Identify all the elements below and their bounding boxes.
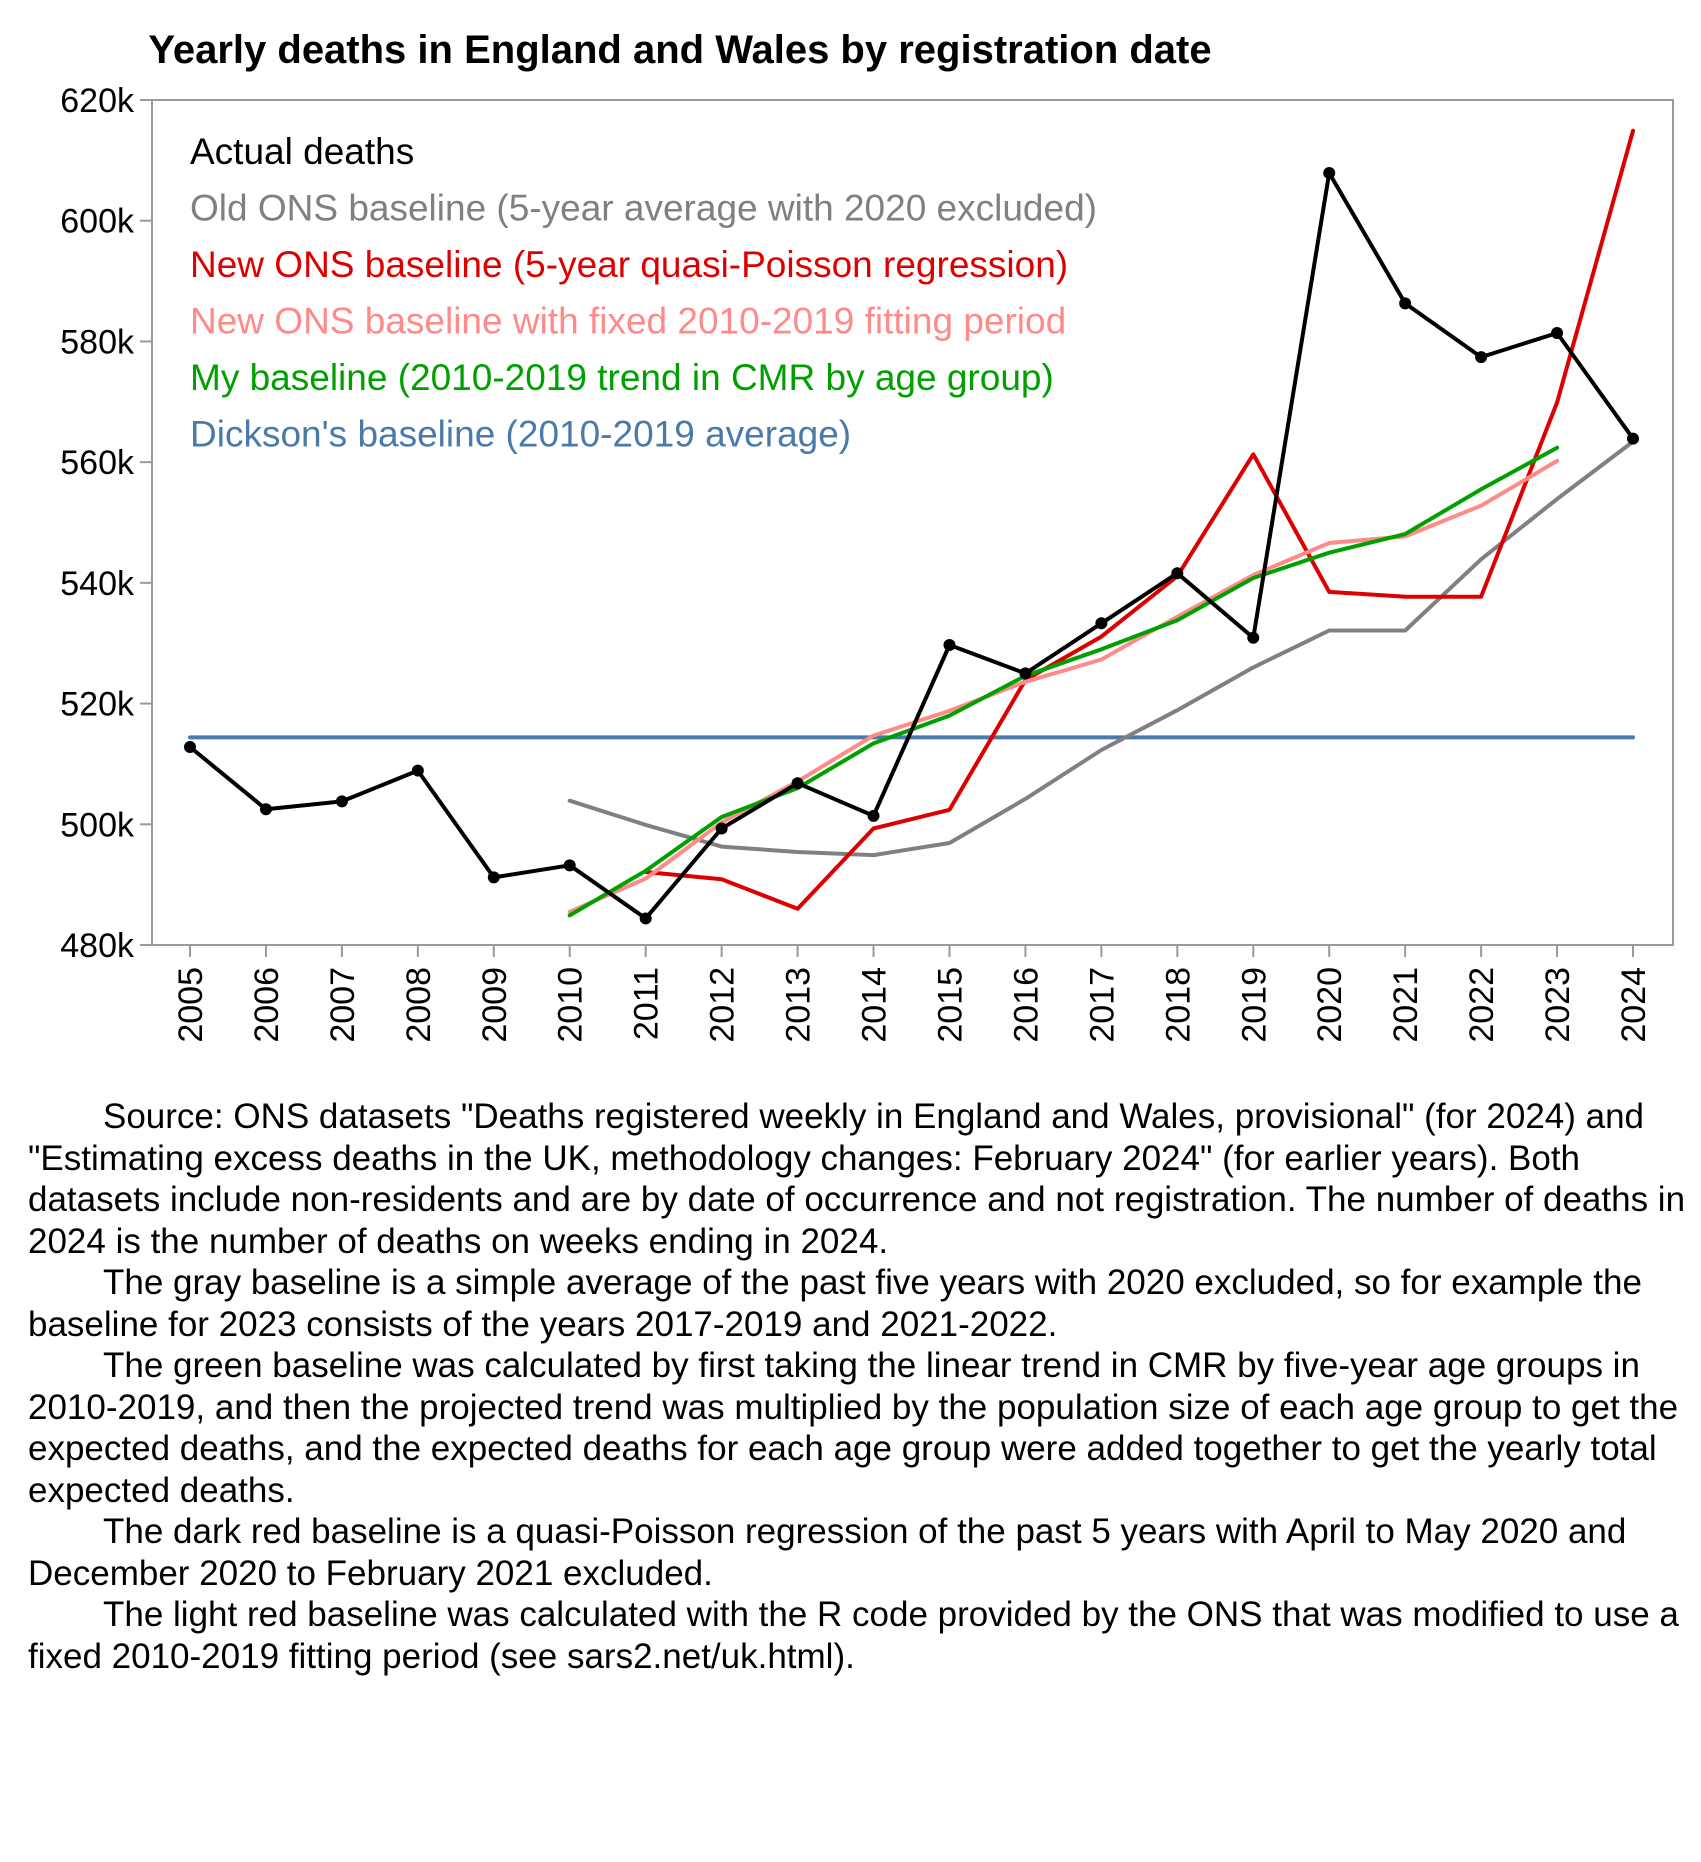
data-point bbox=[335, 795, 348, 808]
x-tick-label: 2015 bbox=[931, 967, 969, 1043]
data-point bbox=[867, 809, 880, 822]
data-point bbox=[259, 803, 272, 816]
x-tick-label: 2008 bbox=[400, 967, 438, 1043]
series-line-4 bbox=[567, 445, 1560, 918]
y-tick-label: 540k bbox=[60, 565, 135, 603]
x-axis: 2005 2006 2007 2008 2009 2010 2011 2012 2013 2014… bbox=[172, 945, 1653, 1043]
x-tick-label: 2007 bbox=[324, 967, 362, 1043]
chart-title: Yearly deaths in England and Wales by re… bbox=[148, 28, 1211, 72]
data-point bbox=[1551, 326, 1564, 339]
y-tick-label: 580k bbox=[60, 323, 135, 361]
notes: Source: ONS datasets "Deaths registered … bbox=[28, 1096, 1693, 1677]
x-tick-label: 2023 bbox=[1539, 967, 1577, 1043]
series-line-1 bbox=[567, 439, 1635, 858]
x-tick-label: 2011 bbox=[628, 967, 666, 1040]
x-tick-label: 2009 bbox=[476, 967, 514, 1043]
x-tick-label: 2016 bbox=[1007, 967, 1045, 1043]
series-layer bbox=[184, 128, 1639, 925]
x-tick-label: 2014 bbox=[856, 967, 894, 1043]
data-point bbox=[1247, 631, 1260, 644]
series-line-0 bbox=[188, 171, 1635, 921]
legend-entry: Dickson's baseline (2010-2019 average) bbox=[190, 414, 851, 455]
x-tick-label: 2019 bbox=[1235, 967, 1273, 1043]
legend-entry: My baseline (2010-2019 trend in CMR by a… bbox=[190, 357, 1054, 398]
x-tick-label: 2006 bbox=[248, 967, 286, 1043]
x-tick-label: 2020 bbox=[1311, 967, 1349, 1043]
x-tick-label: 2012 bbox=[704, 967, 742, 1043]
deaths-chart: Yearly deaths in England and Wales by re… bbox=[60, 28, 1674, 1043]
y-tick-label: 500k bbox=[60, 806, 135, 844]
data-point bbox=[943, 639, 956, 652]
y-axis: 480k 500k 520k 540k 560k 580k 600k 620k bbox=[60, 82, 152, 965]
y-tick-label: 560k bbox=[60, 444, 135, 482]
note-source: Source: ONS datasets "Deaths registered … bbox=[28, 1097, 1686, 1261]
data-point bbox=[639, 912, 652, 925]
data-point bbox=[184, 741, 196, 754]
x-tick-label: 2022 bbox=[1463, 967, 1501, 1043]
data-point bbox=[1019, 667, 1032, 680]
data-point bbox=[563, 859, 576, 872]
data-point bbox=[1475, 351, 1488, 364]
x-tick-label: 2021 bbox=[1387, 967, 1425, 1043]
legend-entry: Old ONS baseline (5-year average with 20… bbox=[190, 188, 1097, 229]
legend: Actual deaths Old ONS baseline (5-year av… bbox=[190, 131, 1097, 455]
note-green-baseline: The green baseline was calculated by fir… bbox=[28, 1346, 1679, 1510]
x-tick-label: 2017 bbox=[1083, 967, 1121, 1043]
legend-entry: New ONS baseline with fixed 2010-2019 fi… bbox=[190, 301, 1066, 342]
legend-entry: Actual deaths bbox=[190, 131, 414, 172]
plot-frame bbox=[151, 99, 1674, 946]
legend-entry: New ONS baseline (5-year quasi-Poisson r… bbox=[190, 244, 1068, 285]
y-tick-label: 480k bbox=[60, 927, 135, 965]
data-point bbox=[1399, 297, 1412, 310]
data-point bbox=[715, 822, 728, 835]
data-point bbox=[487, 871, 500, 884]
data-point bbox=[1171, 567, 1184, 580]
note-dark-red-baseline: The dark red baseline is a quasi-Poisson… bbox=[28, 1512, 1627, 1593]
x-tick-label: 2024 bbox=[1615, 967, 1653, 1043]
note-light-red-baseline: The light red baseline was calculated wi… bbox=[28, 1595, 1679, 1676]
x-tick-label: 2018 bbox=[1159, 967, 1197, 1043]
data-point bbox=[1095, 617, 1108, 630]
x-tick-label: 2005 bbox=[172, 967, 210, 1043]
y-tick-label: 600k bbox=[60, 203, 135, 241]
data-point bbox=[1323, 167, 1336, 180]
x-tick-label: 2010 bbox=[552, 967, 590, 1043]
data-point bbox=[1627, 432, 1639, 445]
note-gray-baseline: The gray baseline is a simple average of… bbox=[28, 1263, 1642, 1344]
x-tick-label: 2013 bbox=[780, 967, 818, 1043]
y-tick-label: 520k bbox=[60, 686, 135, 724]
series-line-2 bbox=[643, 128, 1635, 911]
data-point bbox=[791, 777, 804, 790]
y-tick-label: 620k bbox=[60, 82, 135, 120]
data-point bbox=[411, 764, 424, 777]
